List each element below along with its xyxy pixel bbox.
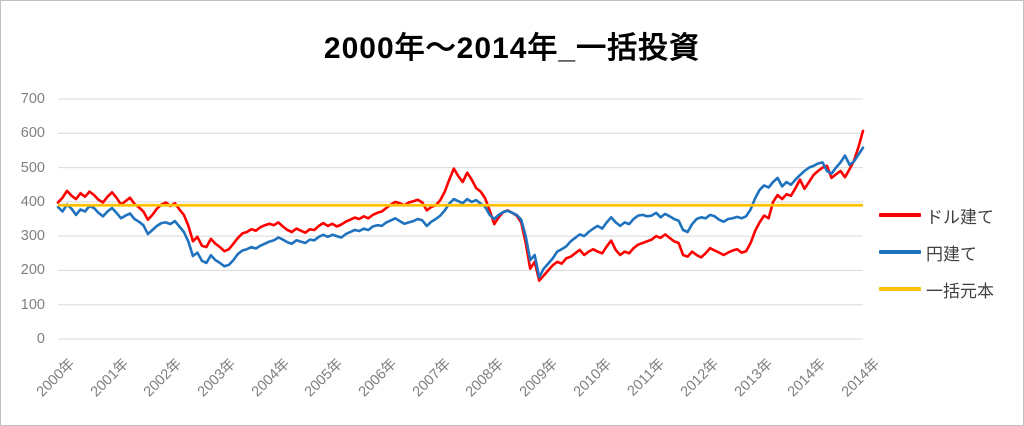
y-tick-label: 200 (20, 262, 45, 279)
series-line-円建て (56, 146, 865, 279)
principal-line-swatch (879, 287, 921, 291)
series-line-ドル建て (56, 129, 865, 283)
y-tick-label: 100 (20, 296, 45, 313)
yen-line-swatch (879, 250, 921, 254)
legend-label: ドル建て (926, 207, 994, 227)
y-tick-label: 600 (20, 125, 45, 142)
y-tick-label: 300 (20, 228, 45, 245)
legend-item-principal: 一括元本 (879, 277, 994, 301)
legend-item-dollar: ドル建て (879, 203, 994, 227)
legend: ドル建て 円建て 一括元本 (879, 203, 994, 301)
y-tick-label: 400 (20, 193, 45, 210)
y-tick-label: 500 (20, 159, 45, 176)
dollar-line-swatch (879, 213, 921, 217)
y-tick-label: 0 (36, 331, 45, 347)
y-tick-label: 700 (20, 91, 45, 107)
legend-item-yen: 円建て (879, 240, 994, 264)
legend-label: 一括元本 (926, 281, 994, 301)
legend-label: 円建て (926, 244, 977, 264)
chart-title: 2000年～2014年_一括投資 (323, 32, 701, 65)
